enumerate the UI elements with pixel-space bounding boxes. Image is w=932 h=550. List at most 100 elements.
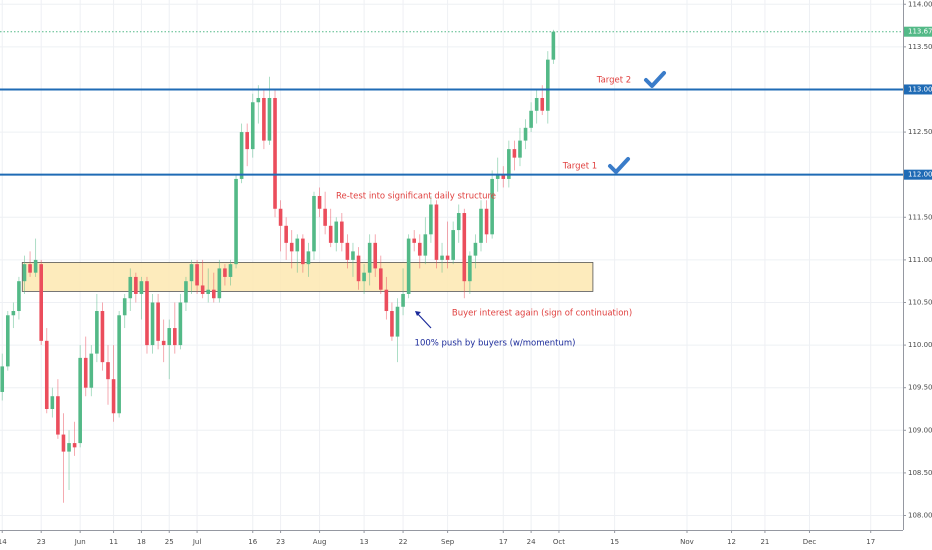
candle-body: [156, 302, 160, 341]
candle-body: [106, 362, 110, 380]
candle-body: [345, 242, 350, 260]
x-tick-label: Nov: [680, 538, 694, 546]
candle-body: [11, 311, 16, 316]
candle-body: [167, 328, 172, 346]
x-tick-label: Aug: [313, 538, 327, 546]
checkmark: [608, 157, 630, 174]
x-tick-label: 12: [727, 538, 736, 546]
x-tick-label: 25: [165, 538, 174, 546]
annotation: Target 1: [562, 162, 597, 172]
x-tick-label: 18: [137, 538, 146, 546]
candle-body: [540, 97, 545, 111]
candle-body: [150, 302, 155, 346]
candle-body: [95, 311, 99, 354]
candle-body: [234, 178, 238, 265]
candle-body: [273, 97, 277, 209]
annotation: 100% push by buyers (w/momentum): [415, 339, 576, 349]
candle-body: [445, 255, 450, 260]
y-tick-label: 108.000: [908, 512, 932, 520]
candle-body: [78, 357, 82, 444]
y-tick-label: 108.500: [908, 469, 932, 477]
y-tick-label: 110.500: [908, 298, 932, 306]
candle-body: [228, 264, 233, 277]
candle-body: [356, 255, 361, 282]
x-tick-label: 13: [360, 538, 369, 546]
y-tick-label: 109.000: [908, 426, 932, 434]
candle-body: [301, 238, 305, 265]
candle-body: [367, 242, 372, 273]
candle-body: [501, 174, 506, 179]
x-tick-label: Jul: [192, 538, 202, 546]
candle-body: [440, 255, 444, 260]
candle-body: [434, 204, 439, 260]
level-label: 113.000: [908, 85, 932, 93]
candle-body: [256, 97, 261, 103]
candle-body: [67, 443, 71, 452]
annotation: Target 2: [596, 76, 631, 86]
candle-body: [451, 230, 455, 260]
last-price-box: [904, 26, 932, 37]
x-tick-label: 23: [276, 538, 285, 546]
candle-body: [284, 225, 288, 243]
candle-body: [206, 289, 211, 294]
candle-body: [117, 315, 121, 414]
candle-body: [495, 174, 500, 179]
candle-body: [83, 357, 88, 388]
support-zone: [21, 262, 594, 292]
candle-body: [490, 178, 494, 235]
candle-body: [362, 272, 366, 282]
candle-body: [111, 379, 116, 414]
candle-body: [406, 238, 411, 294]
candle-body: [134, 276, 138, 294]
candle-body: [546, 59, 550, 111]
candle-body: [28, 264, 32, 273]
x-tick-label: 15: [610, 538, 619, 546]
candle-body: [56, 396, 60, 435]
arrow: [415, 311, 432, 329]
candle-body: [223, 268, 227, 277]
candle-body: [250, 102, 255, 150]
candle-body: [245, 132, 249, 150]
y-tick-label: 114.000: [908, 0, 932, 8]
candle-body: [33, 259, 38, 273]
candle-body: [507, 149, 511, 179]
candle-body: [100, 311, 105, 363]
x-tick-label: 24: [527, 538, 536, 546]
candle-body: [512, 149, 517, 158]
candle-body: [161, 340, 166, 346]
annotation: Buyer interest again (sign of continuati…: [452, 309, 632, 319]
candle-body: [61, 434, 66, 452]
candle-body: [289, 242, 294, 252]
overlay: [0, 31, 903, 176]
candle-body: [195, 264, 199, 286]
candle-body: [173, 328, 177, 346]
candle-body: [334, 221, 339, 243]
y-tick-label: 113.500: [908, 43, 932, 51]
candle-body: [473, 242, 478, 256]
candle-body: [384, 289, 389, 312]
x-tick-label: 11: [109, 538, 118, 546]
candle-body: [262, 97, 266, 141]
candle-body: [128, 276, 133, 299]
candle-body: [295, 238, 300, 252]
y-tick-label: 111.000: [908, 256, 932, 264]
candle-body: [390, 311, 394, 337]
candle-body: [278, 208, 283, 226]
checkmark: [644, 71, 666, 88]
candle-body: [523, 127, 528, 141]
candle-body: [456, 213, 461, 231]
candle-body: [211, 289, 216, 299]
zone-layer: [21, 262, 594, 292]
x-tick-label: 21: [760, 538, 769, 546]
candle-body: [351, 251, 355, 260]
candle-body: [412, 238, 416, 243]
candle-body: [145, 281, 149, 346]
last-price-label: 113.678: [908, 28, 932, 36]
candle-body: [22, 264, 27, 282]
y-tick-label: 111.500: [908, 213, 932, 221]
candle-body: [306, 251, 311, 265]
candle-body: [50, 396, 55, 410]
candle-body: [395, 306, 400, 337]
x-tick-label: Oct: [553, 538, 565, 546]
